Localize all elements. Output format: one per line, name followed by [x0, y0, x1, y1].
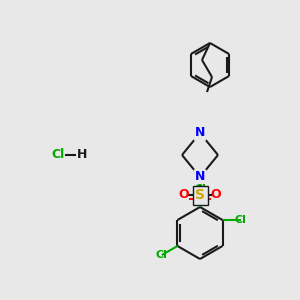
Text: S: S: [196, 188, 205, 202]
Text: N: N: [195, 170, 205, 184]
Text: Cl: Cl: [156, 250, 168, 260]
Text: Cl: Cl: [235, 215, 247, 225]
Text: H: H: [77, 148, 87, 161]
Text: N: N: [195, 127, 205, 140]
Text: O: O: [211, 188, 221, 202]
Text: Cl: Cl: [194, 184, 206, 194]
Text: Cl: Cl: [51, 148, 64, 161]
Text: O: O: [179, 188, 189, 202]
Text: S: S: [195, 188, 205, 202]
